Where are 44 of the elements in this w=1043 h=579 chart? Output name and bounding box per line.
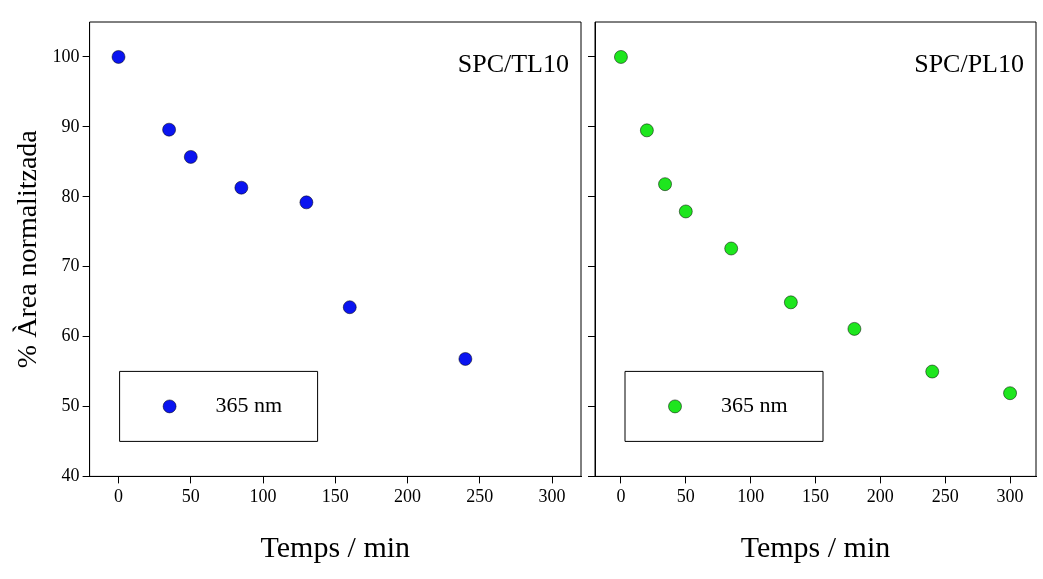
x-tick-label: 100 bbox=[737, 485, 765, 506]
x-tick-label: 250 bbox=[466, 485, 494, 506]
point bbox=[784, 295, 798, 310]
y-tick-label: 40 bbox=[61, 465, 80, 486]
x-tick-label: 0 bbox=[616, 485, 626, 506]
point bbox=[679, 204, 693, 219]
point bbox=[847, 322, 862, 336]
point bbox=[299, 195, 314, 210]
x-axis-title: Temps / min bbox=[740, 529, 891, 563]
point bbox=[162, 122, 176, 137]
y-tick-label: 90 bbox=[61, 115, 80, 136]
point bbox=[111, 50, 126, 64]
y-tick-label: 100 bbox=[52, 45, 80, 66]
x-tick-label: 300 bbox=[996, 485, 1024, 506]
x-tick-label: 150 bbox=[321, 485, 349, 506]
x-tick-label: 100 bbox=[249, 485, 277, 506]
y-tick-label: 50 bbox=[61, 395, 80, 416]
x-tick-label: 300 bbox=[538, 485, 566, 506]
x-tick-label: 250 bbox=[931, 485, 959, 506]
legend-label: 365 nm bbox=[215, 392, 283, 418]
annotation: SPC/TL10 bbox=[457, 48, 569, 78]
x-tick-label: 200 bbox=[866, 485, 894, 506]
point bbox=[184, 150, 198, 164]
point bbox=[234, 180, 249, 195]
x-tick-label: 50 bbox=[181, 485, 200, 506]
point bbox=[458, 352, 473, 366]
y-tick-label: 70 bbox=[61, 255, 80, 276]
y-axis-title: % Àrea normalitzada bbox=[11, 129, 43, 369]
y-tick-label: 80 bbox=[61, 185, 80, 206]
legend-label: 365 nm bbox=[721, 392, 788, 418]
point bbox=[724, 241, 738, 256]
point bbox=[614, 50, 628, 64]
point bbox=[1003, 386, 1017, 400]
point bbox=[658, 177, 672, 191]
x-tick-label: 150 bbox=[802, 485, 829, 506]
x-tick-label: 200 bbox=[394, 485, 422, 506]
y-tick-label: 60 bbox=[61, 325, 80, 346]
point bbox=[343, 300, 357, 314]
point bbox=[925, 364, 939, 379]
x-axis-title: Temps / min bbox=[260, 529, 411, 563]
x-tick-label: 50 bbox=[676, 485, 695, 506]
x-tick-label: 0 bbox=[114, 485, 124, 506]
point bbox=[640, 123, 654, 138]
annotation: SPC/PL10 bbox=[914, 48, 1024, 78]
